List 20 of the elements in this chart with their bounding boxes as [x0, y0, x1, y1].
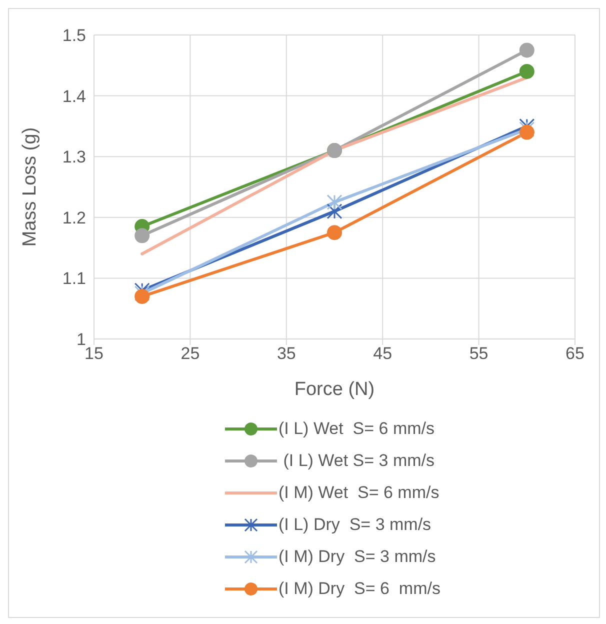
x-tick-label: 35: [276, 344, 296, 364]
legend-label: (I L) Wet S= 3 mm/s: [282, 451, 435, 471]
legend-label: (I M) Dry S= 3 mm/s: [278, 547, 436, 567]
y-tick-label: 1: [76, 330, 86, 350]
y-tick-label: 1.2: [62, 208, 86, 228]
legend-label: (I L) Wet S= 6 mm/s: [278, 419, 435, 439]
y-tick-label: 1.5: [62, 26, 86, 46]
y-axis-title: Mass Loss (g): [20, 127, 41, 247]
x-axis-title: Force (N): [294, 379, 375, 400]
x-tick-label: 15: [84, 344, 104, 364]
legend-label: (I M) Wet S= 6 mm/s: [278, 483, 440, 503]
legend-label: (I M) Dry S= 6 mm/s: [278, 579, 440, 599]
x-tick-label: 65: [566, 344, 584, 364]
legend-label: (I L) Dry S= 3 mm/s: [278, 515, 432, 535]
y-tick-label: 1.3: [62, 148, 86, 167]
x-tick-label: 55: [469, 344, 488, 364]
x-tick-label: 25: [180, 344, 200, 364]
y-tick-label: 1.1: [62, 269, 86, 288]
x-tick-label: 45: [373, 344, 392, 364]
y-tick-label: 1.4: [62, 86, 86, 106]
